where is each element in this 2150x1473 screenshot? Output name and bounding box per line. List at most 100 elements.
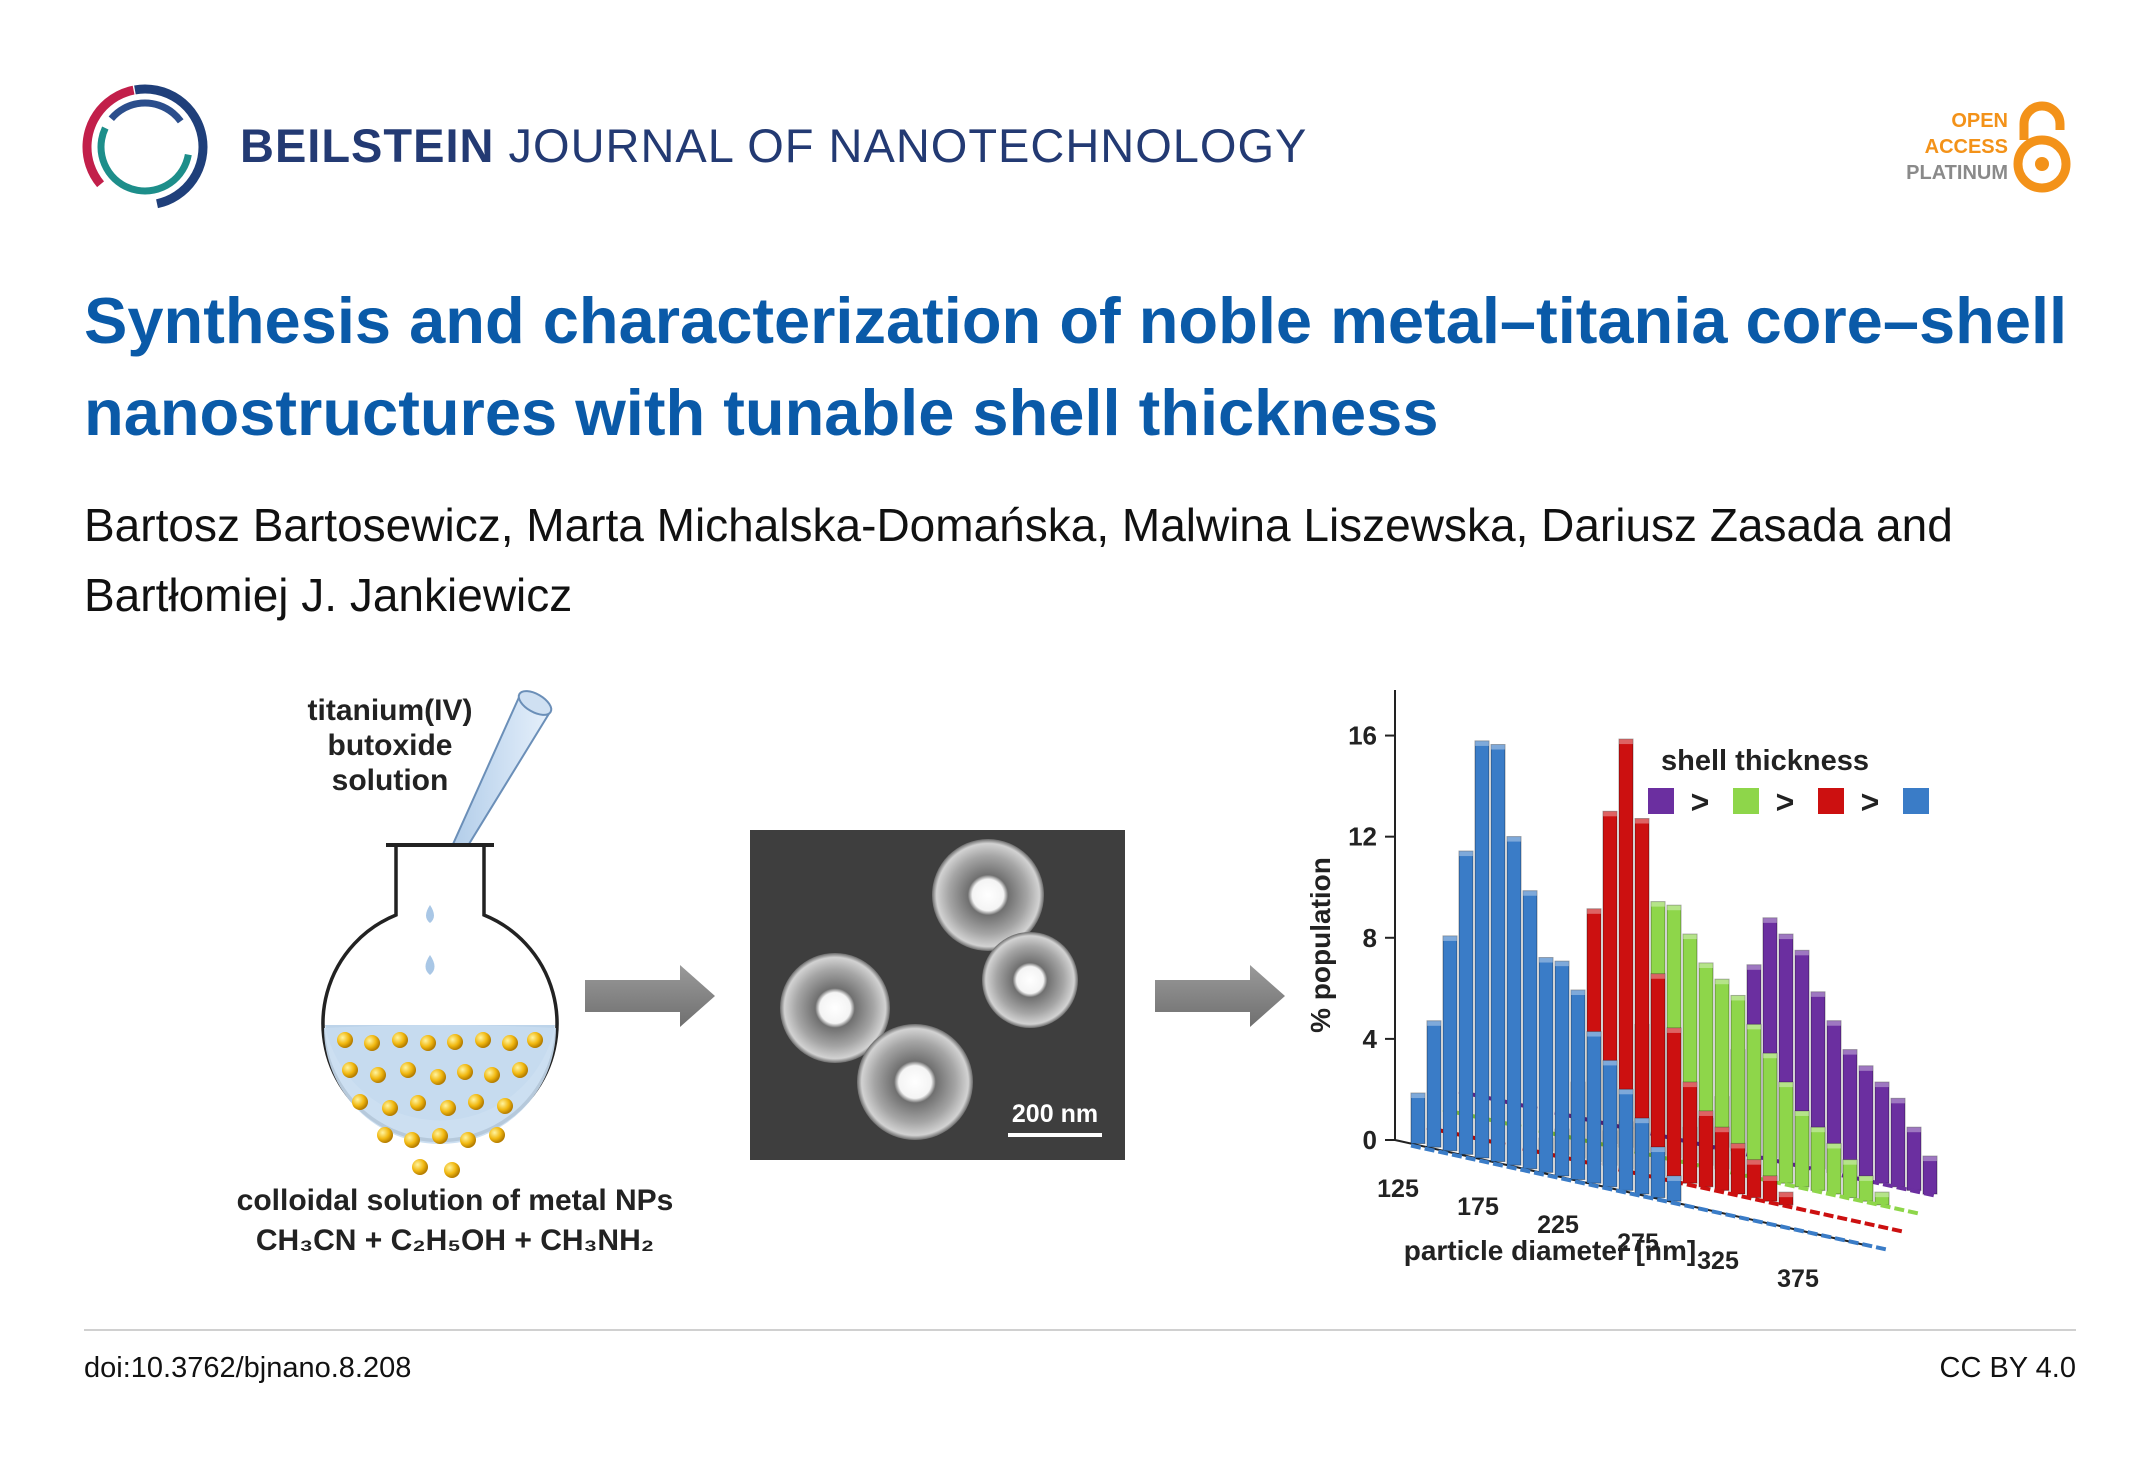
bar-top-red [1651, 973, 1665, 979]
bar-blue [1602, 1059, 1618, 1188]
bar-top-blue [1443, 935, 1457, 941]
y-tick-label: 0 [1363, 1125, 1377, 1155]
bar-top-blue [1667, 1175, 1681, 1181]
bar-blue [1650, 1146, 1666, 1199]
bar-green [1842, 1159, 1858, 1199]
bar-purple [1906, 1126, 1922, 1191]
bar-top-green [1811, 1127, 1825, 1133]
bar-red [1698, 1110, 1714, 1188]
series-base-green [1442, 1107, 1922, 1216]
legend-swatch-blue [1903, 788, 1929, 814]
bar-top-red [1603, 811, 1617, 817]
x-tick-label: 325 [1697, 1247, 1739, 1275]
series-base-red [1426, 1125, 1906, 1234]
bar-blue [1554, 960, 1570, 1177]
x-tick-label: 125 [1377, 1175, 1419, 1203]
bar-top-green [1779, 1082, 1793, 1088]
pipette-label-line1: titanium(IV) [308, 694, 473, 727]
open-access-badge: OPEN ACCESS PLATINUM [1880, 100, 2080, 200]
nanoparticle [512, 1062, 528, 1078]
x-tick-label: 175 [1457, 1193, 1499, 1221]
legend-separator: > [1691, 784, 1710, 820]
bar-top-red [1635, 818, 1649, 824]
legend-swatch-red [1818, 788, 1844, 814]
nanoparticle [404, 1132, 420, 1148]
y-axis-label: % population [1305, 857, 1336, 1033]
article-authors: Bartosz Bartosewicz, Marta Michalska-Dom… [84, 499, 1953, 621]
bar-top-purple [1827, 1020, 1841, 1026]
bar-blue [1426, 1020, 1442, 1148]
journal-logo-icon [82, 84, 208, 210]
bar-top-red [1763, 1175, 1777, 1181]
nanoparticle [377, 1127, 393, 1143]
nanoparticle [432, 1128, 448, 1144]
bar-top-green [1731, 995, 1745, 1001]
bar-blue [1634, 1117, 1650, 1195]
bar-top-green [1795, 1110, 1809, 1116]
sem-image: 200 nm [750, 830, 1125, 1160]
sem-scale-bar-label: 200 nm [1012, 1100, 1098, 1128]
nanoparticle [484, 1067, 500, 1083]
bar-red [1714, 1126, 1730, 1191]
nanoparticle [352, 1094, 368, 1110]
legend-swatch-green [1733, 788, 1759, 814]
nanoparticle [468, 1094, 484, 1110]
process-arrow-2 [1155, 965, 1285, 1027]
bar-top-blue [1427, 1020, 1441, 1026]
bar-top-green [1843, 1159, 1857, 1165]
y-tick-label: 16 [1348, 721, 1377, 751]
nanoparticle [475, 1032, 491, 1048]
legend-swatch-purple [1648, 788, 1674, 814]
series-base-purple [1458, 1089, 1938, 1198]
bar-blue [1442, 935, 1458, 1152]
bar-blue [1458, 850, 1474, 1155]
bar-blue [1586, 1031, 1602, 1184]
bar-purple [1874, 1081, 1890, 1184]
bar-top-blue [1651, 1147, 1665, 1153]
nanoparticle [364, 1035, 380, 1051]
x-tick-label: 275 [1617, 1229, 1659, 1257]
pipette-label-line2: butoxide [328, 729, 453, 762]
bar-purple [1890, 1097, 1906, 1188]
y-tick-label: 4 [1363, 1024, 1378, 1054]
bar-top-green [1715, 979, 1729, 985]
oa-access-label: ACCESS [1924, 136, 2008, 158]
bar-red [1682, 1081, 1698, 1184]
bar-top-purple [1843, 1049, 1857, 1055]
nanoparticle [410, 1095, 426, 1111]
metal-nanoparticles [337, 1032, 543, 1178]
bar-green [1746, 1023, 1762, 1177]
bar-top-green [1875, 1192, 1889, 1198]
bar-blue [1538, 957, 1554, 1173]
bar-blue [1410, 1092, 1426, 1145]
bar-purple [1858, 1065, 1874, 1181]
nanoparticle [342, 1062, 358, 1078]
bar-green [1858, 1175, 1874, 1202]
bar-blue [1570, 989, 1586, 1181]
bar-top-purple [1747, 964, 1761, 970]
bar-top-red [1779, 1192, 1793, 1198]
bar-top-blue [1475, 740, 1489, 746]
nanoparticle [400, 1062, 416, 1078]
bar-top-blue [1635, 1118, 1649, 1124]
flask-caption-line2: CH₃CN + C₂H₅OH + CH₃NH₂ [256, 1224, 654, 1257]
bar-top-blue [1603, 1060, 1617, 1066]
nanoparticle [382, 1100, 398, 1116]
nanoparticle [420, 1035, 436, 1051]
open-lock-icon [2013, 101, 2071, 193]
bar-top-blue [1539, 957, 1553, 963]
bar-red [1650, 973, 1666, 1177]
nanoparticle [460, 1132, 476, 1148]
bar-red [1666, 1027, 1682, 1181]
bar-top-blue [1523, 890, 1537, 896]
bar-top-green [1683, 934, 1697, 940]
bar-top-green [1763, 1053, 1777, 1059]
bar-top-green [1827, 1143, 1841, 1149]
bar-blue [1490, 744, 1506, 1163]
y-tick-label: 8 [1363, 923, 1377, 953]
nanoparticle [337, 1032, 353, 1048]
bar-top-green [1747, 1024, 1761, 1030]
oa-open-label: OPEN [1951, 110, 2008, 132]
bar-blue [1506, 836, 1522, 1166]
bar-top-red [1715, 1127, 1729, 1133]
